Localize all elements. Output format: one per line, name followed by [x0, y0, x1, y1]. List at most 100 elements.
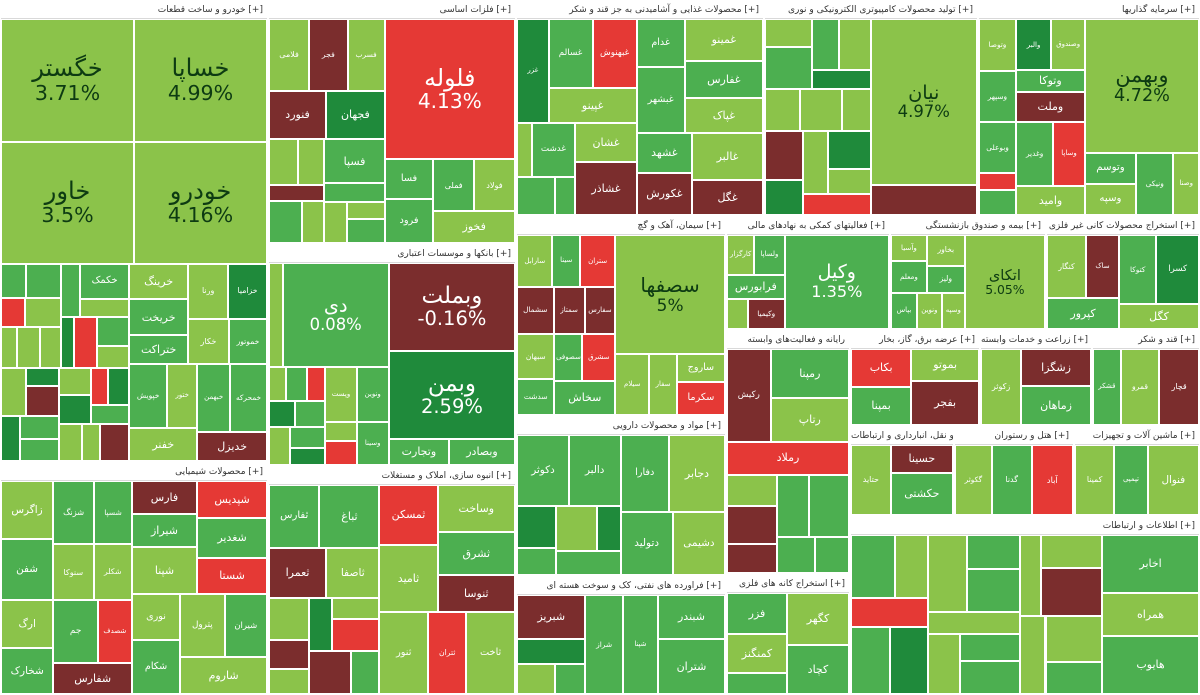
stock-tile[interactable]: سدشت [517, 379, 555, 415]
filler-tile[interactable] [838, 19, 871, 70]
stock-tile[interactable]: غسالم [548, 19, 593, 89]
filler-tile[interactable] [20, 438, 59, 461]
filler-tile[interactable] [325, 421, 357, 442]
stock-tile[interactable]: غدشت [531, 122, 576, 177]
sector-title[interactable]: بانکها و موسسات اعتباری [+] [269, 245, 515, 263]
filler-tile[interactable] [60, 317, 74, 368]
stock-tile[interactable]: دالبر [568, 435, 621, 506]
sector-title[interactable]: زراعت و خدمات وابسته [+] [981, 331, 1091, 349]
sector-title[interactable]: عرضه برق، گاز، بخار [+] [851, 331, 979, 349]
sector-title[interactable]: فعالیتهای کمکی به نهادهای مالی [+] [727, 217, 889, 235]
filler-tile[interactable] [1, 264, 26, 299]
sector-19[interactable]: حمل و نقل، انبارداری و ارتباطات [+]حسینا… [850, 426, 954, 516]
stock-tile[interactable]: سشرق [582, 333, 616, 382]
stock-tile[interactable]: شفارس [53, 662, 132, 694]
sector-18[interactable]: قند و شکر [+] قچار قمرو قشکر [1092, 330, 1200, 426]
filler-tile[interactable] [814, 536, 849, 573]
filler-tile[interactable] [727, 298, 748, 329]
filler-tile[interactable] [91, 405, 130, 425]
stock-tile[interactable]: ساک [1085, 235, 1120, 299]
sector-17[interactable]: زراعت و خدمات وابسته [+] زشگزا زماهان زکوثر [980, 330, 1092, 426]
stock-tile[interactable]: وآسیا [891, 235, 927, 262]
stock-tile[interactable]: خبهمن [197, 364, 231, 432]
filler-tile[interactable] [727, 543, 777, 573]
filler-tile[interactable] [727, 672, 787, 694]
filler-tile[interactable] [776, 536, 815, 573]
filler-tile[interactable] [289, 427, 326, 448]
stock-tile[interactable]: حسینا [890, 445, 953, 473]
stock-tile[interactable]: غپاک [684, 98, 763, 134]
stock-tile[interactable]: ورنا [188, 264, 229, 319]
stock-tile[interactable]: سبهان [517, 333, 555, 380]
stock-tile[interactable]: خپویش [129, 364, 168, 428]
stock-tile[interactable]: قمرو [1120, 349, 1160, 425]
stock-tile[interactable]: وتوسم [1084, 152, 1137, 184]
stock-tile[interactable]: غدام [636, 19, 685, 68]
stock-tile[interactable]: هایوب [1102, 636, 1199, 694]
sector-11[interactable]: انبوه سازی، املاک و مستغلات [+] وساخت ثشرق… [268, 466, 516, 695]
filler-tile[interactable] [555, 505, 597, 552]
stock-tile[interactable]: خمحرکه [230, 364, 267, 432]
stock-tile[interactable]: دفارا [620, 435, 669, 513]
stock-tile[interactable]: خرینگ [129, 264, 189, 300]
sector-16[interactable]: عرضه برق، گاز، بخار [+] بموتو بفجر بکاب بمپن… [850, 330, 980, 426]
sector-9[interactable]: استخراج محصولات کانی غیر فلزی [+] کسرا کتو… [1046, 216, 1200, 330]
stock-tile[interactable]: وتجارت [388, 439, 449, 465]
sector-22[interactable]: اطلاعات و ارتباطات [+] اخابر همراه هایوب [850, 516, 1200, 695]
stock-tile[interactable]: شپدیس [197, 481, 267, 519]
filler-tile[interactable] [928, 535, 967, 612]
stock-tile[interactable]: سارابل [517, 235, 553, 287]
stock-tile[interactable]: زاگرس [1, 481, 54, 540]
stock-tile[interactable]: وسپه [1084, 183, 1137, 215]
stock-tile[interactable]: زکوثر [981, 349, 1022, 425]
stock-tile[interactable]: پترول [180, 593, 225, 657]
filler-tile[interactable] [851, 597, 929, 628]
stock-tile[interactable]: سمتاز [553, 286, 585, 334]
filler-tile[interactable] [966, 569, 1021, 612]
stock-tile[interactable]: وبمن 2.59% [388, 351, 515, 439]
stock-tile[interactable]: ختور [167, 364, 198, 428]
stock-tile[interactable]: شیراز [131, 513, 198, 548]
stock-tile[interactable]: خفنر [129, 427, 198, 461]
sector-10[interactable]: محصولات شیمیایی [+] شپدیس شغدیر شستا فارس شیر… [0, 462, 268, 695]
stock-tile[interactable]: دی 0.08% [282, 263, 389, 368]
stock-tile[interactable]: سنوکا [53, 544, 94, 600]
stock-tile[interactable]: آباد [1031, 445, 1073, 515]
stock-tile[interactable]: گکوثر [955, 445, 992, 515]
stock-tile[interactable]: خکار [188, 318, 229, 365]
filler-tile[interactable] [324, 183, 385, 202]
stock-tile[interactable]: ثباغ [319, 485, 380, 548]
stock-tile[interactable]: ونوین [356, 367, 389, 422]
stock-tile[interactable]: شزنگ [53, 481, 95, 545]
filler-tile[interactable] [1045, 661, 1103, 694]
stock-tile[interactable]: غمینو [684, 19, 763, 61]
filler-tile[interactable] [555, 663, 586, 694]
stock-tile[interactable]: سخاش [554, 381, 616, 415]
stock-tile[interactable]: شفن [1, 539, 54, 600]
stock-tile[interactable]: وامید [1016, 185, 1085, 215]
filler-tile[interactable] [727, 474, 777, 507]
stock-tile[interactable]: خاور 3.5% [1, 141, 134, 265]
stock-tile[interactable]: فنوال [1147, 445, 1199, 515]
stock-tile[interactable]: وسینا [356, 421, 389, 465]
sector-title[interactable]: ماشین آلات و تجهیزات [+] [1075, 427, 1199, 445]
stock-tile[interactable]: کمنگنز [727, 634, 787, 673]
filler-tile[interactable] [1045, 616, 1103, 662]
filler-tile[interactable] [800, 88, 842, 132]
stock-tile[interactable]: سفارس [584, 286, 616, 334]
filler-tile[interactable] [269, 597, 310, 640]
sector-title[interactable]: محصولات غذایی و آشامیدنی به جز قند و شکر… [517, 1, 763, 19]
filler-tile[interactable] [1020, 535, 1041, 617]
filler-tile[interactable] [269, 139, 299, 185]
filler-tile[interactable] [269, 367, 287, 401]
stock-tile[interactable]: حتاید [851, 445, 891, 515]
filler-tile[interactable] [894, 535, 929, 598]
stock-tile[interactable]: خدیزل [197, 431, 267, 461]
filler-tile[interactable] [289, 447, 326, 465]
filler-tile[interactable] [346, 219, 385, 243]
sector-title[interactable]: اطلاعات و ارتباطات [+] [851, 517, 1199, 535]
stock-tile[interactable]: شکام [131, 639, 181, 694]
stock-tile[interactable]: گدنا [991, 445, 1032, 515]
stock-tile[interactable]: قچار [1159, 349, 1199, 425]
filler-tile[interactable] [1, 367, 26, 417]
